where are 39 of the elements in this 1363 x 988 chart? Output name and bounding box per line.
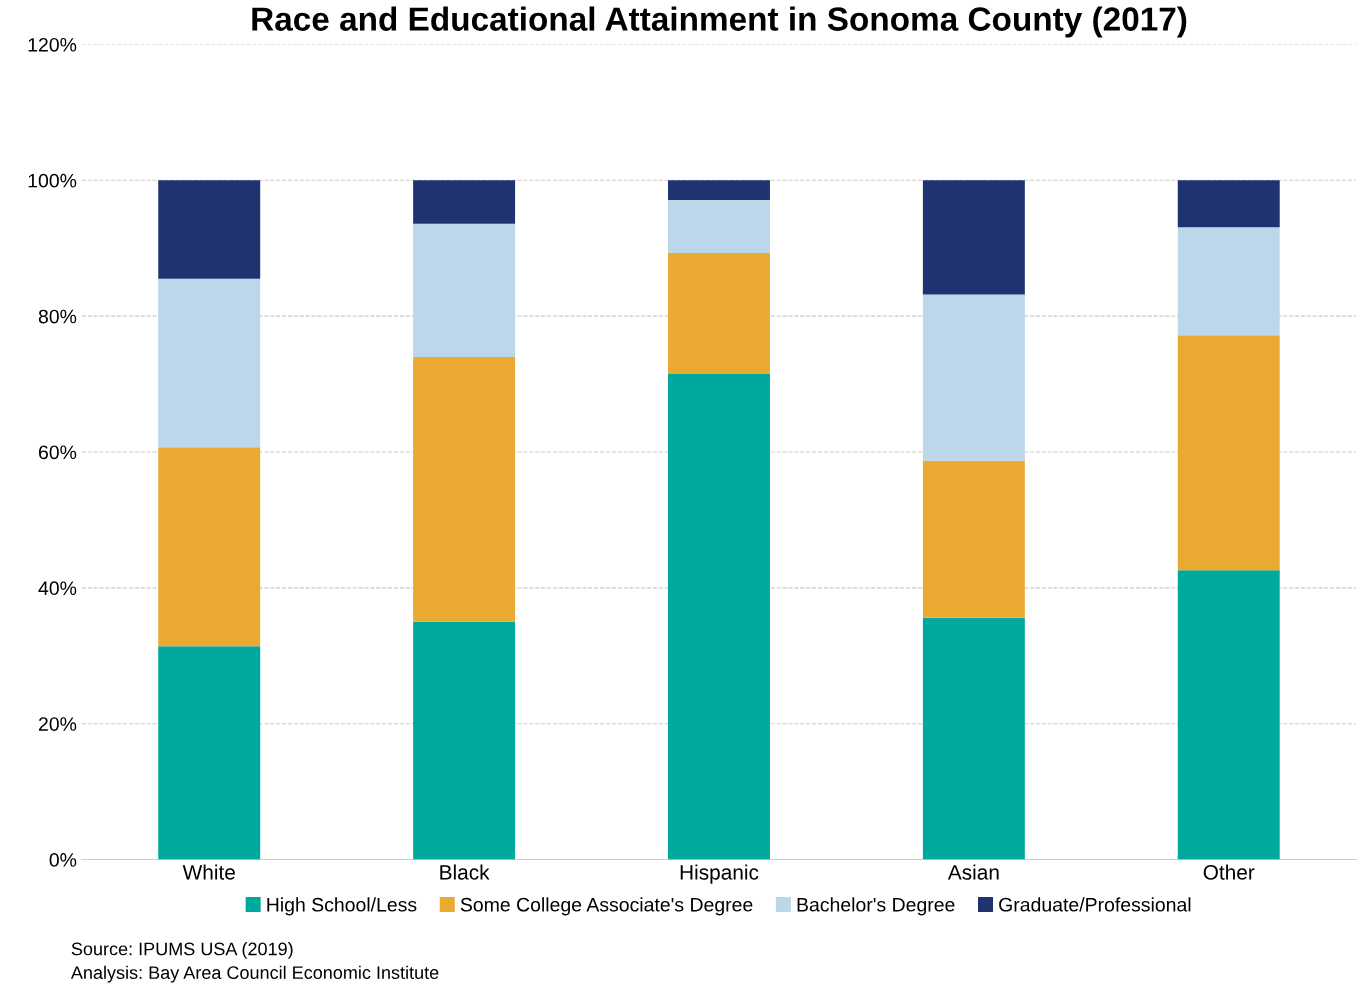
bar [1177,570,1280,860]
y-tick-label: 120% [28,37,77,52]
bar [668,200,770,253]
y-tick-label: 40% [38,581,77,596]
y-tick-label: 100% [28,173,77,188]
bar [922,617,1025,860]
chart-title: Race and Educational Attainment in Sonoma County (2017) [252,6,1187,38]
legend-label: Some College Associate's Degree [460,897,753,916]
bar [922,294,1025,461]
legend-label: Bachelor's Degree [797,897,955,916]
x-tick-label: Other [1203,864,1255,880]
y-tick-label: 60% [38,445,77,460]
bar [668,180,770,201]
bar [413,621,516,860]
y-tick-label: 80% [38,309,77,324]
bar [668,373,770,860]
bar [1177,180,1280,228]
y-tick-label: 20% [38,717,77,731]
bar [158,646,261,860]
bar [413,356,516,622]
bar [158,278,261,448]
bar [922,460,1025,618]
bar [158,180,261,279]
source-note: Source: IPUMS USA (2019) [71,942,293,959]
legend-label: Graduate/Professional [999,897,1191,912]
x-tick-label: Black [440,864,490,880]
legend-label: High School/Less [267,897,417,916]
bar [1177,335,1280,571]
x-tick-label: Asian [947,864,999,880]
x-tick-label: White [182,864,235,880]
x-tick-label: Hispanic [680,864,759,884]
bar [413,223,516,357]
bar [668,252,770,374]
bar [1177,227,1280,336]
y-tick-label: 0% [49,853,77,867]
bar [413,180,516,224]
bar [158,447,261,647]
bar [922,180,1025,295]
text: Analysis: Bay Area Council Economic Institute [70,965,439,983]
